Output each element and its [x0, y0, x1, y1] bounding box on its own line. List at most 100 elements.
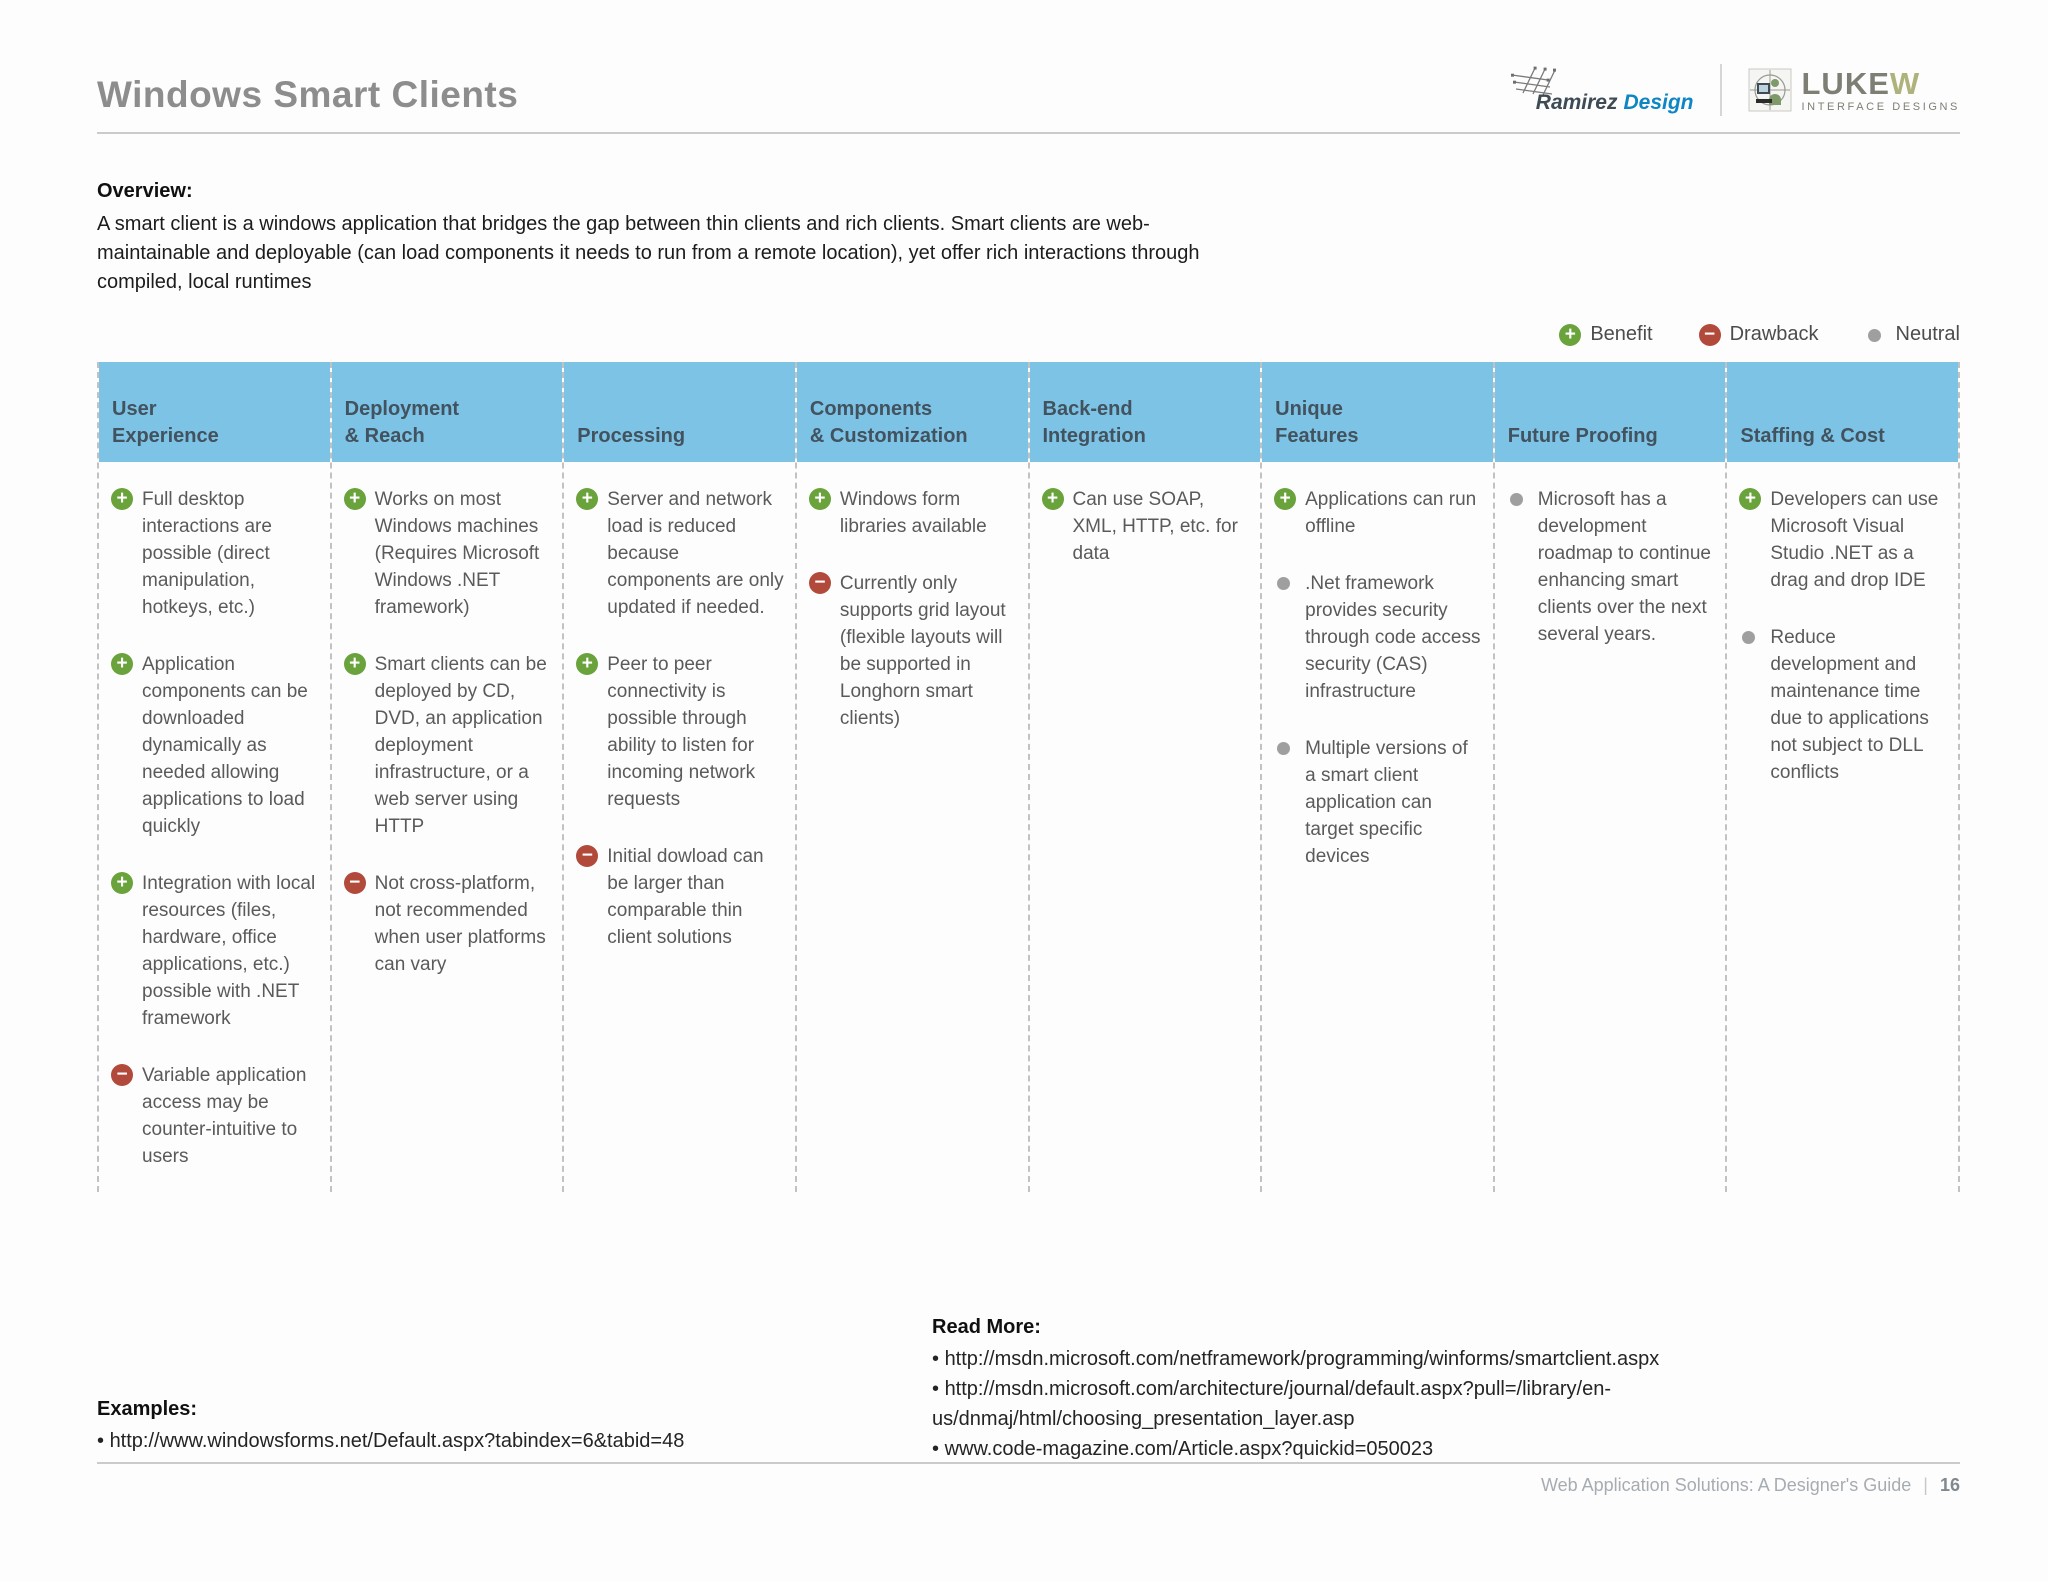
item-text: Currently only supports grid layout (fle…	[839, 573, 1006, 729]
ramirez-design-wordmark: Ramirez Design	[1536, 91, 1694, 115]
benefit-icon	[111, 653, 133, 675]
item-text: Initial dowload can be larger than compa…	[607, 846, 764, 948]
legend-label: Neutral	[1895, 323, 1960, 345]
item-text: Full desktop interactions are possible (…	[142, 489, 272, 618]
benefit-icon	[808, 488, 831, 510]
table-item: Not cross-platform, not recommended when…	[343, 870, 553, 978]
table-item: Works on most Windows machines (Requires…	[343, 486, 553, 621]
drawback-icon	[1698, 323, 1721, 346]
item-text: Application components can be downloaded…	[142, 654, 308, 837]
logo-divider	[1719, 64, 1722, 116]
lukew-subtitle: INTERFACE DESIGNS	[1801, 100, 1960, 113]
examples-section: Examples: http://www.windowsforms.net/De…	[97, 1398, 857, 1456]
column-processing: Processing Server and network load is re…	[562, 362, 795, 1192]
comparison-table: User Experience Full desktop interaction…	[97, 362, 1960, 1192]
column-header: Staffing & Cost	[1727, 362, 1958, 462]
item-text: Reduce development and maintenance time …	[1770, 627, 1929, 783]
read-more-link: http://msdn.microsoft.com/netframework/p…	[932, 1344, 1760, 1374]
table-item: Server and network load is reduced becau…	[576, 486, 785, 621]
overview-heading: Overview:	[97, 180, 193, 202]
page-footer: Web Application Solutions: A Designer's …	[1541, 1475, 1960, 1496]
table-item: Can use SOAP, XML, HTTP, etc. for data	[1041, 486, 1251, 567]
luke-text: LUKE	[1801, 65, 1890, 101]
item-text: Multiple versions of a smart client appl…	[1305, 738, 1468, 867]
read-more-section: Read More: http://msdn.microsoft.com/net…	[932, 1316, 1760, 1464]
legend-item-neutral: Neutral	[1865, 323, 1960, 346]
column-body: Can use SOAP, XML, HTTP, etc. for data	[1030, 462, 1261, 1192]
read-more-link: www.code-magazine.com/Article.aspx?quick…	[932, 1434, 1760, 1464]
drawback-icon	[111, 1064, 133, 1086]
examples-heading: Examples:	[97, 1398, 198, 1420]
table-item: Smart clients can be deployed by CD, DVD…	[343, 651, 553, 840]
table-item: Multiple versions of a smart client appl…	[1274, 735, 1483, 870]
person-at-computer-icon	[1748, 68, 1791, 112]
column-header: Components & Customization	[796, 362, 1028, 462]
table-item: Initial dowload can be larger than compa…	[576, 843, 785, 951]
column-header: Deployment & Reach	[331, 362, 563, 462]
lukew-logo: LUKEW INTERFACE DESIGNS	[1748, 68, 1961, 113]
legend: Benefit Drawback Neutral	[97, 323, 1960, 346]
read-more-heading: Read More:	[932, 1316, 1041, 1338]
column-user-experience: User Experience Full desktop interaction…	[97, 362, 330, 1192]
column-header: Processing	[564, 362, 795, 462]
item-text: Works on most Windows machines (Requires…	[374, 489, 540, 618]
column-body: Developers can use Microsoft Visual Stud…	[1727, 462, 1958, 1192]
item-text: Integration with local resources (files,…	[142, 873, 316, 1029]
table-item: Application components can be downloaded…	[111, 651, 320, 840]
column-staffing-cost: Staffing & Cost Developers can use Micro…	[1725, 362, 1958, 1192]
legend-item-benefit: Benefit	[1559, 323, 1653, 346]
benefit-icon	[343, 653, 366, 675]
column-unique-features: Unique Features Applications can run off…	[1260, 362, 1493, 1192]
benefit-icon	[576, 488, 599, 510]
page-header: Windows Smart Clients	[97, 0, 1960, 134]
overview-text: A smart client is a windows application …	[97, 213, 1200, 293]
column-body: Server and network load is reduced becau…	[564, 462, 795, 1192]
item-text: Peer to peer connectivity is possible th…	[607, 654, 756, 810]
grid-lattice-icon	[1510, 66, 1556, 95]
drawback-icon	[576, 845, 599, 867]
column-components-customization: Components & Customization Windows form …	[794, 362, 1028, 1192]
footer-text: Web Application Solutions: A Designer's …	[1540, 1475, 1912, 1495]
drawback-icon	[343, 872, 366, 894]
page-number: 16	[1939, 1475, 1960, 1495]
lukew-word: LUKEW	[1802, 68, 1961, 99]
item-text: Windows form libraries available	[839, 489, 987, 537]
column-body: Microsoft has a development roadmap to c…	[1495, 462, 1726, 1192]
neutral-icon	[1507, 488, 1529, 510]
column-backend-integration: Back-end Integration Can use SOAP, XML, …	[1027, 362, 1261, 1192]
table-item: Peer to peer connectivity is possible th…	[576, 651, 785, 813]
table-item: Reduce development and maintenance time …	[1739, 624, 1948, 786]
benefit-icon	[1041, 488, 1064, 510]
table-item: Currently only supports grid layout (fle…	[808, 570, 1018, 732]
benefit-icon	[111, 872, 133, 894]
lukew-wordmark: LUKEW INTERFACE DESIGNS	[1802, 68, 1961, 113]
ramirez-text: Ramirez	[1535, 91, 1618, 114]
item-text: Smart clients can be deployed by CD, DVD…	[374, 654, 547, 837]
item-text: Not cross-platform, not recommended when…	[374, 873, 546, 975]
table-item: Full desktop interactions are possible (…	[111, 486, 320, 621]
table-item: Integration with local resources (files,…	[111, 870, 320, 1032]
footer-separator: |	[1923, 1475, 1928, 1495]
benefit-icon	[1559, 323, 1582, 346]
item-text: Microsoft has a development roadmap to c…	[1537, 489, 1711, 645]
table-item: Applications can run offline	[1274, 486, 1483, 540]
column-body: Works on most Windows machines (Requires…	[332, 462, 563, 1192]
page-title: Windows Smart Clients	[97, 74, 519, 115]
table-item: Developers can use Microsoft Visual Stud…	[1739, 486, 1948, 594]
benefit-icon	[1739, 488, 1762, 510]
w-text: W	[1889, 65, 1921, 101]
examples-link: http://www.windowsforms.net/Default.aspx…	[97, 1426, 857, 1456]
overview-section: Overview: A smart client is a windows ap…	[97, 180, 1960, 297]
item-text: .Net framework provides security through…	[1305, 573, 1481, 702]
legend-item-drawback: Drawback	[1698, 323, 1819, 346]
logos: Ramirez Design	[1508, 64, 1960, 116]
neutral-icon	[1739, 626, 1761, 648]
design-text: Design	[1623, 91, 1694, 114]
item-text: Developers can use Microsoft Visual Stud…	[1770, 489, 1939, 591]
read-more-link: http://msdn.microsoft.com/architecture/j…	[932, 1374, 1760, 1434]
table-item: Windows form libraries available	[808, 486, 1018, 540]
item-text: Server and network load is reduced becau…	[607, 489, 784, 618]
column-header: User Experience	[99, 362, 330, 462]
column-body: Applications can run offline .Net framew…	[1262, 462, 1493, 1192]
